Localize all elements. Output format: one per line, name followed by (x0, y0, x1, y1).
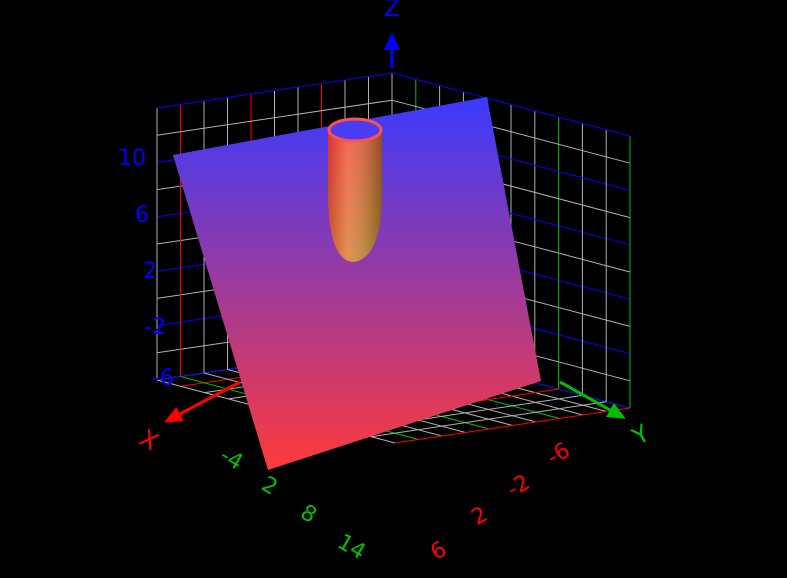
x-tick-label: 2 (257, 472, 282, 501)
axes (164, 32, 626, 423)
right-wall-grid-line (391, 72, 631, 137)
y-tick-label: -2 (503, 470, 534, 503)
z-axis-arrow-head (384, 32, 400, 50)
z-tick-label: 10 (118, 146, 146, 171)
y-tick-label: 6 (426, 537, 451, 566)
plane-surface (173, 97, 541, 470)
x-tick-label: -4 (216, 443, 247, 476)
x-tick-label: 14 (333, 530, 370, 566)
x-axis-label: X (135, 424, 163, 456)
x-tick-label: 8 (296, 500, 321, 529)
y-axis-arrow-head (606, 403, 626, 419)
y-axis-label: Y (627, 419, 655, 451)
left-wall-grid-line (156, 72, 393, 109)
tube-surface (327, 117, 383, 262)
y-tick-label: -6 (543, 438, 574, 471)
z-axis-label: Z (384, 0, 400, 22)
left-wall-grid-line (156, 99, 393, 136)
z-tick-label: -2 (144, 315, 166, 340)
z-tick-label: 6 (135, 203, 149, 228)
x-axis-arrow (179, 380, 241, 416)
floor-grid-line (394, 407, 631, 444)
y-axis-arrow (559, 380, 611, 412)
z-tick-label: 2 (143, 259, 157, 284)
floor-grid-line (371, 401, 607, 438)
y-tick-label: 2 (467, 502, 492, 531)
x-axis-arrow-head (164, 406, 184, 423)
z-tick-label: -6 (152, 366, 174, 391)
